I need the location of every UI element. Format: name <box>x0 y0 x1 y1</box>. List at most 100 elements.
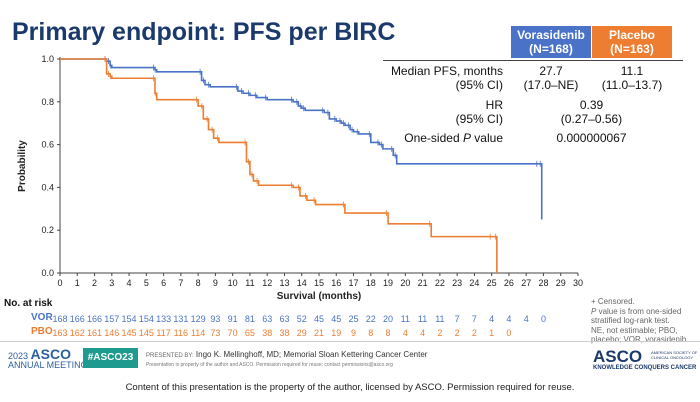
asco-annual-meeting-logo: 2023 ASCO ANNUAL MEETING <box>8 347 88 370</box>
risk-value-vor: 11 <box>401 314 410 324</box>
risk-value-vor: 7 <box>455 314 460 324</box>
risk-value-vor: 166 <box>70 314 85 324</box>
median-pfs-label: Median PFS, months (95% CI) <box>383 64 503 92</box>
x-tick-label: 26 <box>504 278 514 288</box>
hr-label-line2: (95% CI) <box>455 112 503 126</box>
y-tick-label: 1.0 <box>41 54 54 64</box>
vor-header-name: Vorasidenib <box>517 28 585 42</box>
pbo-header: Placebo (N=163) <box>592 26 672 58</box>
risk-value-pbo: 145 <box>139 328 154 338</box>
x-tick-label: 9 <box>213 278 218 288</box>
y-tick-label: 0.6 <box>41 140 54 150</box>
risk-value-vor: 0 <box>541 314 546 324</box>
footnote-censored: + Censored. <box>591 297 635 306</box>
risk-value-vor: 45 <box>314 314 324 324</box>
p-value-label: One-sided P value <box>383 131 503 145</box>
risk-value-vor: 81 <box>245 314 255 324</box>
vor-header-n: (N=168) <box>529 42 573 56</box>
x-tick-label: 0 <box>57 278 62 288</box>
x-tick-label: 17 <box>349 278 359 288</box>
risk-value-pbo: 21 <box>314 328 324 338</box>
risk-title: No. at risk <box>4 298 53 309</box>
risk-value-vor: 63 <box>262 314 272 324</box>
p-value-label-pre: One-sided <box>404 131 463 145</box>
hr-label: HR (95% CI) <box>383 98 503 126</box>
content-note: Content of this presentation is the prop… <box>125 382 575 393</box>
p-value-label-post: value <box>470 131 503 145</box>
x-tick-label: 12 <box>262 278 272 288</box>
risk-value-vor: 154 <box>139 314 154 324</box>
risk-value-pbo: 65 <box>245 328 255 338</box>
risk-value-pbo: 19 <box>331 328 341 338</box>
y-tick-label: 0.2 <box>41 225 54 235</box>
x-tick-label: 13 <box>279 278 289 288</box>
x-tick-label: 25 <box>487 278 497 288</box>
risk-value-pbo: 4 <box>403 328 408 338</box>
meeting-year: 2023 <box>8 351 29 361</box>
risk-value-pbo: 1 <box>489 328 494 338</box>
risk-value-vor: 133 <box>156 314 171 324</box>
risk-value-vor: 93 <box>210 314 220 324</box>
x-tick-label: 16 <box>331 278 341 288</box>
hashtag-badge: #ASCO23 <box>83 348 138 368</box>
presented-note: Presentation is property of the author a… <box>146 362 393 368</box>
median-pfs-pbo-value: 11.1 <box>620 64 644 78</box>
slide-title: Primary endpoint: PFS per BIRC <box>12 18 396 46</box>
km-curve-vor <box>60 58 543 220</box>
x-tick-label: 22 <box>435 278 445 288</box>
risk-value-vor: 20 <box>383 314 393 324</box>
risk-vor-label: VOR <box>31 312 53 323</box>
risk-value-pbo: 146 <box>104 328 119 338</box>
risk-value-pbo: 8 <box>386 328 391 338</box>
risk-value-pbo: 116 <box>174 328 188 338</box>
risk-value-vor: 4 <box>506 314 511 324</box>
risk-value-vor: 168 <box>52 314 67 324</box>
risk-value-vor: 129 <box>191 314 206 324</box>
asco-tagline: KNOWLEDGE CONQUERS CANCER <box>593 365 697 371</box>
pbo-header-name: Placebo <box>608 28 656 42</box>
km-curve-pbo <box>60 58 498 273</box>
risk-value-pbo: 2 <box>455 328 460 338</box>
risk-value-vor: 11 <box>435 314 444 324</box>
vor-header: Vorasidenib (N=168) <box>511 26 591 58</box>
asco-logo: ASCO AMERICAN SOCIETY OF CLINICAL ONCOLO… <box>593 347 697 371</box>
risk-value-pbo: 114 <box>191 328 205 338</box>
x-tick-label: 24 <box>469 278 479 288</box>
x-tick-label: 10 <box>228 278 238 288</box>
risk-value-vor: 4 <box>489 314 494 324</box>
table-separator <box>383 60 683 61</box>
risk-value-pbo: 145 <box>122 328 137 338</box>
median-pfs-label-line1: Median PFS, months <box>390 64 503 78</box>
risk-value-vor: 7 <box>472 314 477 324</box>
asco-society: AMERICAN SOCIETY OF CLINICAL ONCOLOGY <box>651 350 698 360</box>
risk-value-vor: 22 <box>366 314 376 324</box>
risk-value-pbo: 4 <box>420 328 425 338</box>
risk-value-pbo: 73 <box>210 328 220 338</box>
x-tick-label: 14 <box>297 278 307 288</box>
footnote-pvalue-text: value is from one-sided stratified log-r… <box>591 306 682 326</box>
x-tick-label: 21 <box>418 278 428 288</box>
risk-value-pbo: 9 <box>351 328 356 338</box>
x-tick-label: 20 <box>400 278 410 288</box>
x-tick-label: 28 <box>538 278 548 288</box>
x-tick-label: 4 <box>127 278 132 288</box>
risk-pbo-label: PBO <box>31 326 53 337</box>
y-tick-label: 0.0 <box>41 268 54 278</box>
risk-value-pbo: 2 <box>472 328 477 338</box>
footer-divider <box>0 341 700 342</box>
median-pfs-vor-value: 27.7 <box>539 64 563 78</box>
x-tick-label: 5 <box>144 278 149 288</box>
hr-value-ci: (0.27–0.56) <box>560 112 623 126</box>
x-tick-label: 23 <box>452 278 462 288</box>
footnote-pvalue: P value is from one-sided stratified log… <box>591 307 699 326</box>
risk-value-vor: 45 <box>331 314 341 324</box>
meeting-sub: ANNUAL MEETING <box>8 360 88 370</box>
risk-value-vor: 11 <box>418 314 427 324</box>
x-tick-label: 3 <box>109 278 114 288</box>
risk-value-pbo: 162 <box>70 328 85 338</box>
risk-value-pbo: 38 <box>262 328 272 338</box>
presented-by-label: PRESENTED BY: <box>146 353 194 359</box>
footnote-abbrev: NE, not estimable; PBO, placebo; VOR, vo… <box>591 325 689 345</box>
risk-value-vor: 154 <box>122 314 137 324</box>
